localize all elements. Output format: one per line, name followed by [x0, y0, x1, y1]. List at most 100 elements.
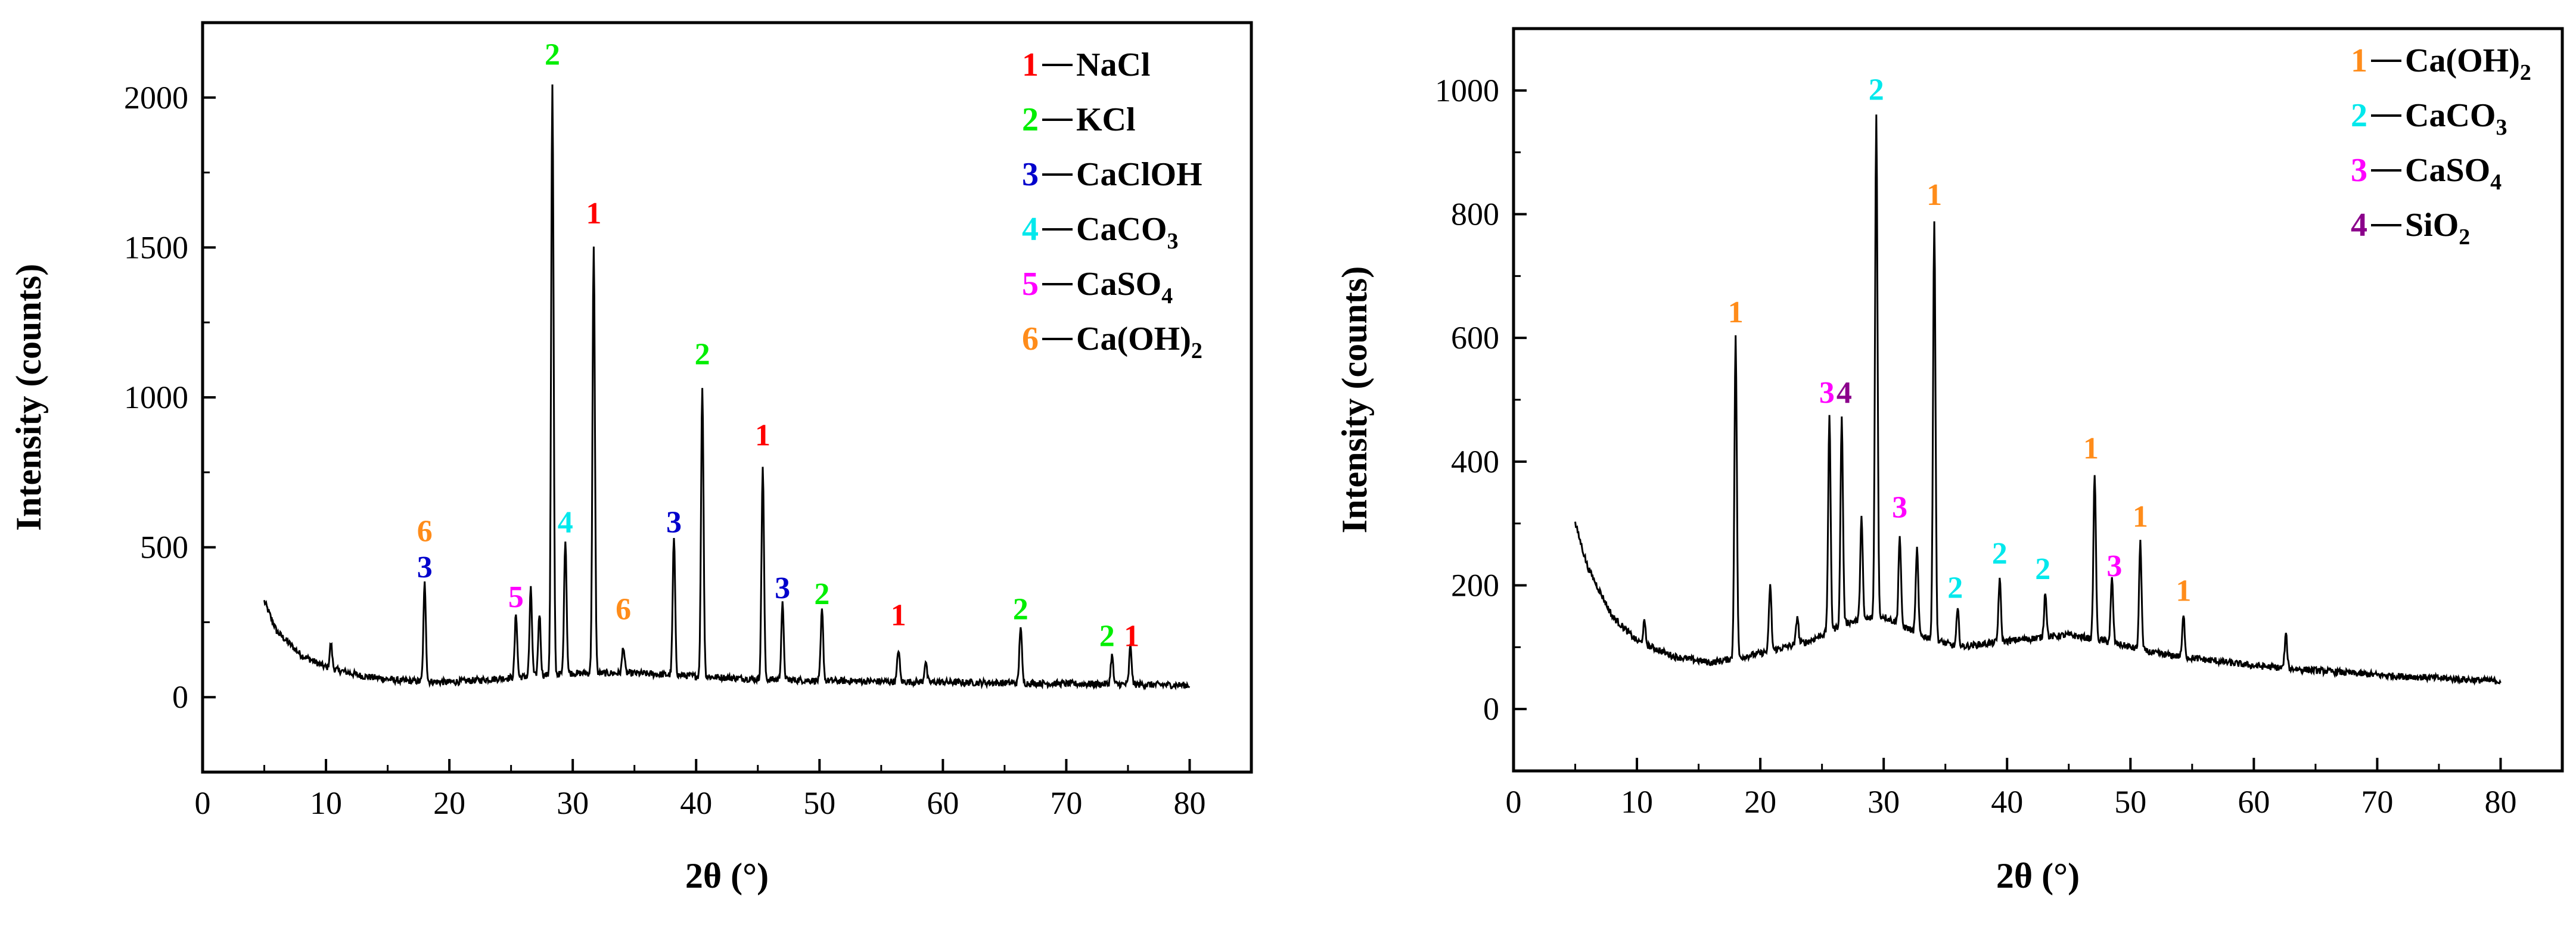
legend-formula: CaSO — [1076, 266, 1161, 303]
peak-label: 3 — [1892, 490, 1907, 524]
legend-entry: Ca(OH)2 — [2405, 42, 2531, 85]
legend-number: 4 — [2351, 207, 2367, 244]
xrd-pattern-line — [1576, 114, 2501, 684]
x-tick-label: 60 — [927, 785, 959, 821]
legend-entry: CaSO4 — [2405, 152, 2502, 195]
peak-label: 5 — [508, 580, 524, 614]
peak-label: 1 — [891, 598, 906, 632]
peak-label: 3 — [666, 505, 682, 539]
legend-number: 6 — [1022, 321, 1039, 357]
legend-subscript: 4 — [1161, 284, 1173, 309]
legend-formula: CaCO — [1076, 211, 1167, 248]
legend-number: 1 — [2351, 42, 2367, 79]
peak-label: 2 — [1947, 571, 1963, 605]
x-tick-label: 50 — [803, 785, 835, 821]
x-tick-label: 80 — [2484, 784, 2516, 820]
x-tick-label: 70 — [2361, 784, 2393, 820]
legend-subscript: 2 — [1191, 338, 1202, 363]
peak-label: 2 — [1992, 537, 2008, 571]
legend-formula: CaCO — [2405, 97, 2496, 134]
y-tick-label: 200 — [1451, 568, 1499, 604]
legend-formula: Ca(OH) — [2405, 42, 2520, 79]
legend-subscript: 3 — [2496, 115, 2507, 140]
peak-label: 1 — [2133, 500, 2148, 534]
peak-label: 4 — [1837, 376, 1852, 410]
legend-entry: CaCO3 — [2405, 97, 2507, 140]
y-tick-label: 800 — [1451, 197, 1499, 232]
y-tick-label: 400 — [1451, 444, 1499, 480]
x-tick-label: 20 — [433, 785, 465, 821]
legend-entry: CaClOH — [1076, 156, 1202, 193]
legend-entry: Ca(OH)2 — [1076, 321, 1202, 363]
y-tick-label: 500 — [140, 530, 188, 565]
peak-label: 1 — [1124, 620, 1139, 654]
peak-label: 2 — [1013, 592, 1028, 626]
x-tick-label: 40 — [1991, 784, 2023, 820]
x-tick-label: 0 — [1506, 784, 1522, 820]
peak-label: 1 — [1728, 295, 1744, 329]
peak-label: 4 — [558, 505, 573, 539]
legend-number: 1 — [1022, 46, 1039, 83]
legend-entry: NaCl — [1076, 46, 1150, 83]
y-tick-label: 1500 — [124, 229, 188, 265]
peak-label: 3 — [775, 571, 790, 605]
y-tick-label: 0 — [172, 679, 188, 715]
peak-label: 2 — [1869, 73, 1884, 107]
legend-number: 3 — [2351, 152, 2367, 189]
legend-subscript: 2 — [2459, 225, 2470, 250]
legend-subscript: 2 — [2520, 60, 2531, 85]
legend-formula: KCl — [1076, 101, 1136, 138]
legend-entry: SiO2 — [2405, 207, 2470, 250]
x-axis-title: 2θ (°) — [685, 856, 769, 895]
peak-label: 1 — [1926, 178, 1942, 212]
x-tick-label: 10 — [1621, 784, 1653, 820]
x-tick-label: 30 — [1867, 784, 1900, 820]
peak-label: 6 — [417, 515, 433, 549]
peak-label: 2 — [695, 338, 710, 372]
legend-entry: CaCO3 — [1076, 211, 1178, 254]
x-tick-label: 30 — [557, 785, 589, 821]
legend-formula: NaCl — [1076, 46, 1150, 83]
y-tick-label: 1000 — [1435, 73, 1499, 108]
legend-formula: CaSO — [2405, 152, 2490, 189]
legend-number: 3 — [1022, 156, 1039, 193]
peak-label: 2 — [814, 577, 829, 611]
peak-label: 1 — [586, 197, 601, 231]
peak-label: 1 — [2176, 574, 2191, 608]
x-tick-label: 20 — [1744, 784, 1776, 820]
legend-formula: CaClOH — [1076, 156, 1202, 193]
legend-subscript: 4 — [2490, 170, 2502, 195]
y-tick-label: 0 — [1483, 691, 1499, 727]
peak-label: 1 — [755, 419, 770, 453]
peak-label: 2 — [545, 38, 560, 71]
x-tick-label: 60 — [2238, 784, 2270, 820]
legend-subscript: 3 — [1167, 229, 1178, 254]
legend-number: 2 — [2351, 97, 2367, 134]
x-axis-title: 2θ (°) — [1996, 856, 2080, 895]
y-tick-label: 1000 — [124, 379, 188, 415]
x-tick-label: 50 — [2114, 784, 2146, 820]
x-tick-label: 40 — [680, 785, 712, 821]
legend-entry: KCl — [1076, 101, 1136, 138]
peak-label: 3 — [1819, 376, 1835, 410]
y-axis-title: Intensity (counts) — [9, 264, 48, 531]
x-tick-label: 70 — [1050, 785, 1082, 821]
y-tick-label: 2000 — [124, 80, 188, 116]
peak-label: 1 — [2083, 432, 2099, 466]
y-tick-label: 600 — [1451, 320, 1499, 356]
legend-formula: Ca(OH) — [1076, 321, 1191, 357]
peak-label: 3 — [2106, 549, 2122, 583]
legend-entry: CaSO4 — [1076, 266, 1173, 309]
peak-label: 3 — [417, 550, 433, 584]
peak-label: 6 — [616, 592, 631, 626]
peak-label: 2 — [1099, 620, 1115, 654]
y-axis-title: Intensity (counts) — [1335, 266, 1374, 533]
x-tick-label: 80 — [1173, 785, 1205, 821]
legend-number: 5 — [1022, 266, 1039, 303]
legend-number: 4 — [1022, 211, 1039, 248]
legend-formula: SiO — [2405, 207, 2459, 244]
x-tick-label: 0 — [195, 785, 211, 821]
